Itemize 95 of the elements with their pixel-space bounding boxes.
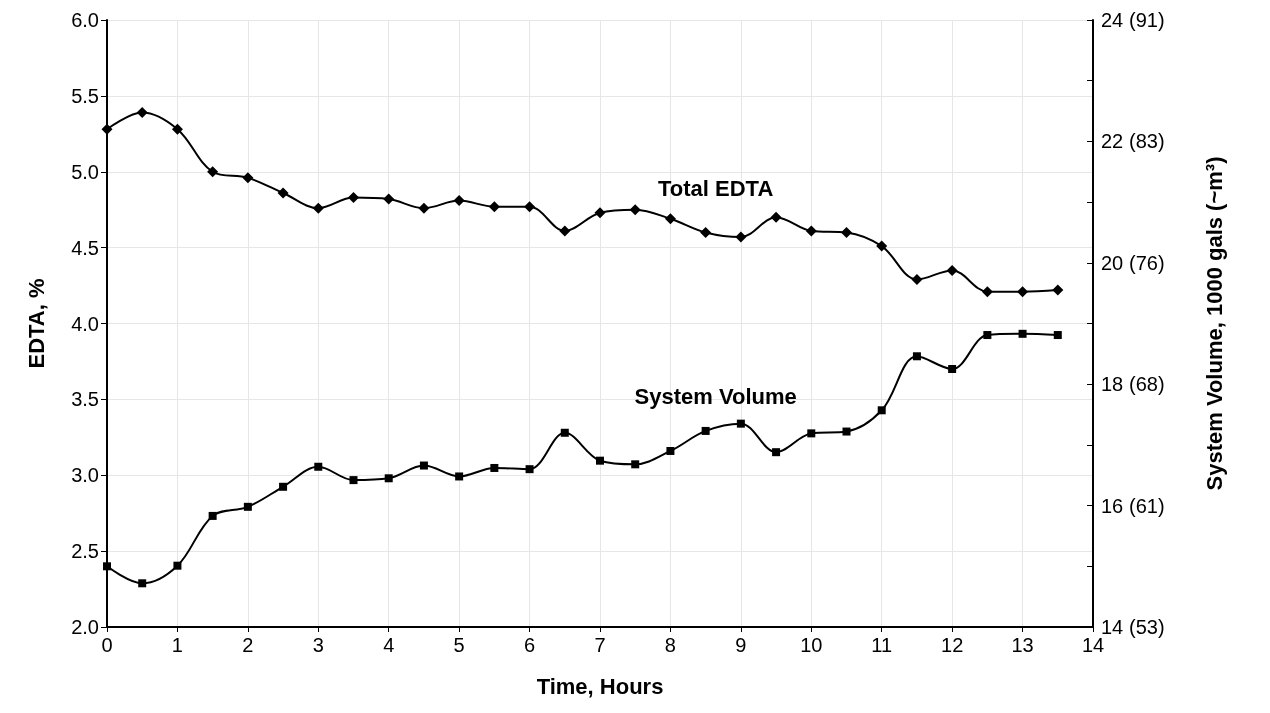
y3-tick-label: (91)	[1129, 9, 1165, 31]
point	[1018, 329, 1027, 338]
point	[101, 123, 113, 135]
point	[455, 472, 464, 481]
point	[207, 166, 219, 178]
point	[664, 213, 676, 225]
point	[525, 465, 534, 474]
y-tick-label: 2.0	[71, 616, 99, 638]
point	[876, 240, 888, 252]
y2-tick-label: 20	[1101, 251, 1124, 274]
point	[983, 331, 992, 340]
point	[736, 419, 745, 428]
y3-tick-label: (61)	[1129, 494, 1165, 517]
y3-tick-label: (53)	[1129, 616, 1165, 638]
point	[1053, 331, 1062, 340]
y2-tick-label: 22	[1101, 130, 1124, 153]
point	[524, 201, 536, 213]
y-tick-label: 4.5	[71, 236, 99, 259]
point	[138, 579, 147, 588]
y3-tick-label: (68)	[1129, 373, 1165, 396]
x-tick-label: 6	[524, 634, 536, 656]
point	[877, 406, 886, 415]
point	[735, 231, 747, 243]
point	[171, 123, 183, 135]
x-tick-label: 8	[664, 634, 676, 656]
x-tick-label: 5	[453, 634, 465, 656]
point	[666, 446, 675, 455]
x-tick-label: 7	[594, 634, 606, 656]
y2-tick-label: 18	[1101, 373, 1124, 396]
y-tick-label: 6.0	[71, 9, 99, 31]
point	[700, 226, 712, 238]
x-tick-label: 12	[941, 634, 964, 656]
point	[629, 204, 641, 216]
x-tick-label: 11	[871, 634, 893, 656]
point	[243, 502, 252, 511]
point	[314, 462, 323, 471]
x-tick-label: 1	[171, 634, 183, 656]
y-tick-label: 3.0	[71, 464, 99, 487]
point	[418, 202, 430, 214]
point	[453, 195, 465, 207]
y-tick-label: 2.5	[71, 540, 99, 563]
point	[103, 562, 111, 571]
point	[277, 187, 289, 199]
point	[807, 429, 816, 438]
point	[1017, 286, 1029, 298]
point	[631, 460, 640, 469]
point	[279, 482, 288, 491]
point	[384, 474, 393, 483]
point	[911, 273, 923, 285]
x-tick-label: 9	[735, 634, 747, 656]
y-tick-label: 5.5	[71, 84, 99, 107]
point	[348, 192, 359, 204]
point	[488, 201, 500, 213]
point	[948, 365, 957, 374]
point	[312, 202, 324, 214]
point	[770, 211, 782, 223]
y-tick-label: 3.5	[71, 388, 99, 411]
y3-tick-label: (83)	[1129, 130, 1165, 153]
point	[596, 456, 604, 465]
point	[208, 511, 217, 520]
y2-axis-title: System Volume, 1000 gals (~m³)	[1201, 156, 1227, 491]
x-tick-label: 10	[800, 634, 823, 656]
y-tick-label: 4.0	[71, 312, 99, 335]
point	[419, 461, 428, 470]
y2-tick-label: 16	[1101, 494, 1124, 517]
series-label: Total EDTA	[657, 176, 774, 202]
point	[173, 561, 182, 570]
y2-tick-label: 24	[1101, 9, 1124, 31]
point	[805, 225, 817, 237]
x-axis-title: Time, Hours	[536, 673, 664, 699]
point	[842, 427, 851, 436]
point	[560, 428, 569, 437]
x-tick-label: 13	[1011, 634, 1034, 656]
x-tick-label: 3	[312, 634, 324, 656]
point	[946, 264, 958, 276]
y-axis-title: EDTA, %	[23, 278, 49, 369]
point	[594, 207, 606, 219]
y3-tick-label: (76)	[1129, 251, 1165, 274]
x-tick-label: 2	[242, 634, 254, 656]
point	[242, 172, 254, 184]
point	[1052, 284, 1064, 296]
point	[912, 352, 921, 361]
point	[136, 107, 148, 119]
x-tick-label: 4	[383, 634, 395, 656]
series-label: System Volume	[634, 384, 797, 410]
point	[383, 193, 395, 205]
point	[981, 286, 993, 298]
x-tick-label: 0	[101, 634, 113, 656]
point	[701, 426, 710, 435]
point	[349, 476, 358, 485]
point	[559, 225, 571, 237]
y-tick-label: 5.0	[71, 160, 99, 183]
point	[841, 226, 852, 238]
point	[772, 448, 781, 457]
point	[490, 463, 499, 472]
